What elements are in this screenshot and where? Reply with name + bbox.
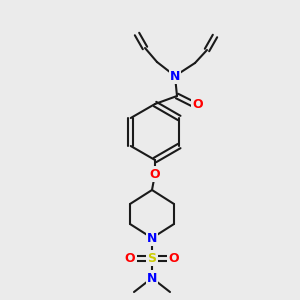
Text: O: O xyxy=(150,167,160,181)
Text: N: N xyxy=(147,232,157,244)
Text: O: O xyxy=(193,98,203,110)
Text: N: N xyxy=(170,70,180,83)
Text: O: O xyxy=(125,251,135,265)
Text: N: N xyxy=(147,272,157,284)
Text: O: O xyxy=(169,251,179,265)
Text: S: S xyxy=(148,251,157,265)
